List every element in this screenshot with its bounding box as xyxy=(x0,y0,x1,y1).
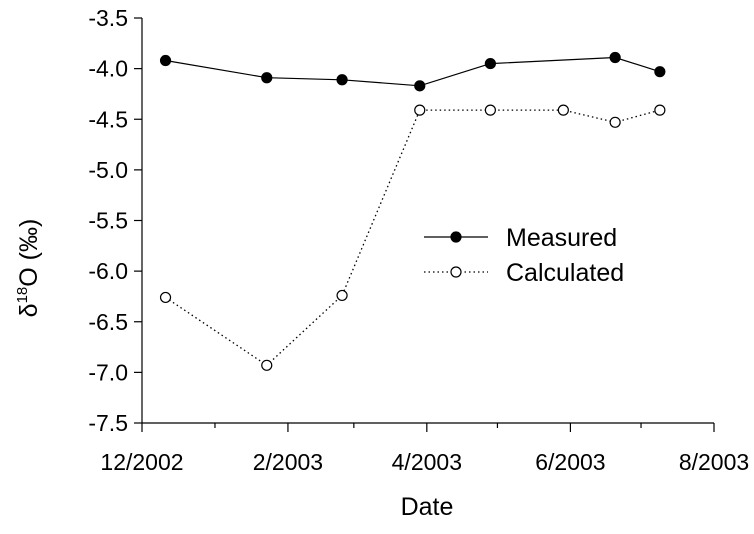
y-tick-label: -5.0 xyxy=(88,157,128,183)
data-point-measured xyxy=(336,74,348,86)
y-axis-title-suffix: O (‰) xyxy=(15,219,43,287)
data-point-measured xyxy=(414,80,426,92)
data-point-measured xyxy=(261,72,273,84)
x-tick-label: 2/2003 xyxy=(253,449,323,475)
x-tick-label: 8/2003 xyxy=(679,449,749,475)
data-point-calculated xyxy=(484,104,496,116)
legend: Measured Calculated xyxy=(424,224,624,287)
legend-marker-measured xyxy=(450,231,462,243)
y-tick-label: -4.5 xyxy=(88,106,128,132)
y-axis-title: δ18O (‰) xyxy=(14,219,43,318)
legend-marker-calculated xyxy=(450,266,462,278)
data-point-calculated xyxy=(609,116,621,128)
y-tick-label: -6.5 xyxy=(88,309,128,335)
y-axis-title-superscript: 18 xyxy=(14,287,31,304)
data-point-measured xyxy=(159,54,172,67)
data-point-calculated xyxy=(654,104,666,116)
data-point-calculated xyxy=(261,359,273,371)
series-layer xyxy=(159,51,666,371)
data-point-measured xyxy=(484,57,496,70)
y-axis-title-prefix: δ xyxy=(15,303,43,317)
data-point-measured xyxy=(654,66,666,78)
data-point-calculated xyxy=(557,104,569,116)
x-tick-label: 12/2002 xyxy=(100,449,183,475)
y-tick-label: -7.5 xyxy=(88,410,128,436)
data-point-calculated xyxy=(414,104,426,116)
y-tick-label: -4.0 xyxy=(88,56,128,82)
data-point-calculated xyxy=(159,291,172,304)
y-tick-label: -6.0 xyxy=(88,258,128,284)
data-point-calculated xyxy=(336,289,348,302)
y-tick-label: -7.0 xyxy=(88,359,128,385)
x-axis-title: Date xyxy=(401,493,454,521)
legend-label-measured: Measured xyxy=(506,224,617,252)
x-tick-label: 6/2003 xyxy=(535,449,605,475)
axes-layer: -7.5 -7.0 -6.5 -6.0 -5.5 -5.0 -4.5 -4.0 -3.5 12/2… xyxy=(88,5,749,475)
data-point-measured xyxy=(609,51,621,64)
legend-label-calculated: Calculated xyxy=(506,259,624,287)
y-tick-label: -5.5 xyxy=(88,208,128,234)
x-tick-label: 4/2003 xyxy=(392,449,462,475)
series-line-calculated xyxy=(165,109,661,367)
y-tick-label: -3.5 xyxy=(88,5,128,31)
series-line-measured xyxy=(165,56,661,87)
